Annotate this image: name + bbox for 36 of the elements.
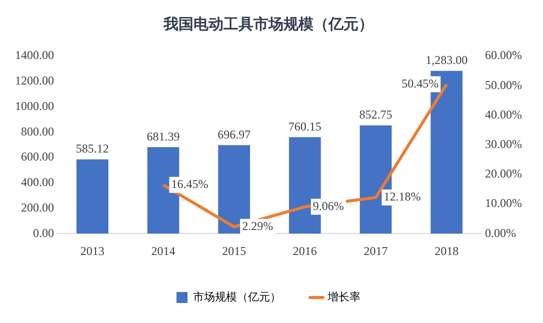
data-label: 852.75 [359, 108, 392, 122]
y2-tick-label: 10.00% [485, 196, 522, 210]
data-label: 696.97 [218, 127, 251, 142]
y-tick-label: 600.00 [21, 150, 54, 164]
y-tick-label: 1000.00 [15, 98, 54, 113]
data-label: 1,283.00 [426, 53, 468, 67]
x-tick-label: 2016 [292, 244, 317, 258]
y-tick-label: 800.00 [21, 124, 54, 138]
y2-tick-label: 60.00% [485, 48, 522, 62]
x-tick-label: 2015 [222, 244, 246, 258]
x-tick-label: 2018 [434, 244, 459, 258]
data-label: 2.29% [242, 218, 274, 233]
y-tick-label: 1200.00 [15, 74, 54, 88]
data-label: 681.39 [146, 129, 180, 144]
data-label: 585.12 [76, 142, 109, 156]
legend-label: 增长率 [326, 290, 360, 304]
y-tick-label: 400.00 [21, 175, 54, 190]
legend-label: 市场规模（亿元） [193, 290, 281, 304]
x-tick-label: 2013 [80, 244, 104, 258]
y2-tick-label: 50.00% [485, 78, 522, 92]
y2-tick-label: 20.00% [485, 166, 522, 181]
y-tick-label: 0.00 [33, 226, 54, 240]
data-label: 9.06% [312, 198, 344, 213]
data-label: 50.45% [402, 76, 439, 90]
x-tick-label: 2014 [151, 244, 176, 258]
y2-tick-label: 0.00% [485, 226, 516, 240]
data-label: 760.15 [288, 119, 322, 134]
data-label: 16.45% [171, 177, 208, 192]
data-label: 12.18% [384, 190, 421, 204]
y-tick-label: 1400.00 [15, 48, 54, 62]
chart-title: 我国电动工具市场规模（亿元） [162, 14, 374, 33]
y2-tick-label: 40.00% [485, 107, 522, 122]
y-tick-label: 200.00 [21, 200, 54, 214]
y2-tick-label: 30.00% [485, 136, 522, 151]
x-tick-label: 2017 [364, 244, 388, 258]
bar [76, 159, 108, 234]
